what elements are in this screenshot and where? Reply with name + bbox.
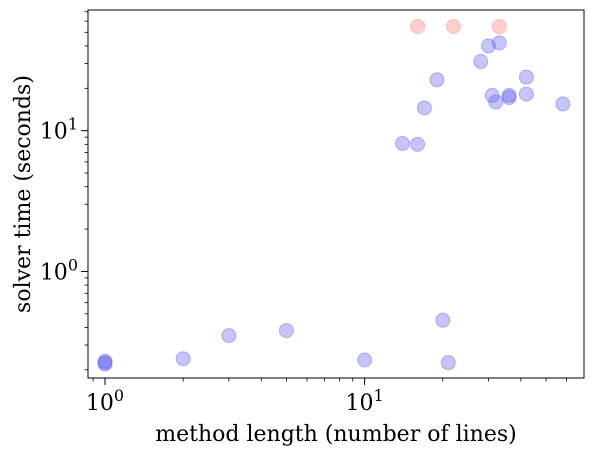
data-point-series-1 <box>440 355 456 371</box>
data-point-series-1 <box>518 69 534 85</box>
data-point-series-1 <box>501 90 517 106</box>
data-points <box>97 18 571 372</box>
data-point-series-1 <box>473 54 489 70</box>
data-point-series-2 <box>491 18 507 34</box>
data-point-series-1 <box>429 72 445 88</box>
tick-labels: 100 101 100 101 <box>40 115 384 416</box>
data-point-series-1 <box>501 87 517 103</box>
data-point-series-1 <box>416 100 432 116</box>
data-point-series-1 <box>518 86 534 102</box>
data-point-series-1 <box>410 136 426 152</box>
data-point-series-1 <box>488 94 504 110</box>
y-tick-label: 101 <box>40 115 78 145</box>
major-ticks <box>81 130 366 385</box>
data-point-series-2 <box>410 18 426 34</box>
data-point-series-1 <box>97 353 113 369</box>
data-point-series-1 <box>175 351 191 367</box>
y-axis-label: solver time (seconds) <box>11 75 36 313</box>
minor-ticks <box>84 11 568 382</box>
data-point-series-1 <box>555 96 571 112</box>
data-point-series-1 <box>484 87 500 103</box>
data-point-series-1 <box>357 352 373 368</box>
y-tick-label: 100 <box>40 255 78 285</box>
x-axis-label: method length (number of lines) <box>155 422 516 447</box>
data-point-series-1 <box>97 355 113 371</box>
x-tick-label: 101 <box>346 386 384 416</box>
data-point-series-1 <box>278 323 294 339</box>
data-point-series-1 <box>221 328 237 344</box>
plot-area <box>87 9 585 379</box>
data-point-series-1 <box>97 356 113 372</box>
data-point-series-2 <box>446 18 461 34</box>
data-point-series-1 <box>491 35 507 51</box>
data-point-series-1 <box>480 38 496 54</box>
x-tick-label: 100 <box>86 386 124 416</box>
data-point-series-1 <box>435 312 451 328</box>
data-point-series-1 <box>395 136 411 152</box>
